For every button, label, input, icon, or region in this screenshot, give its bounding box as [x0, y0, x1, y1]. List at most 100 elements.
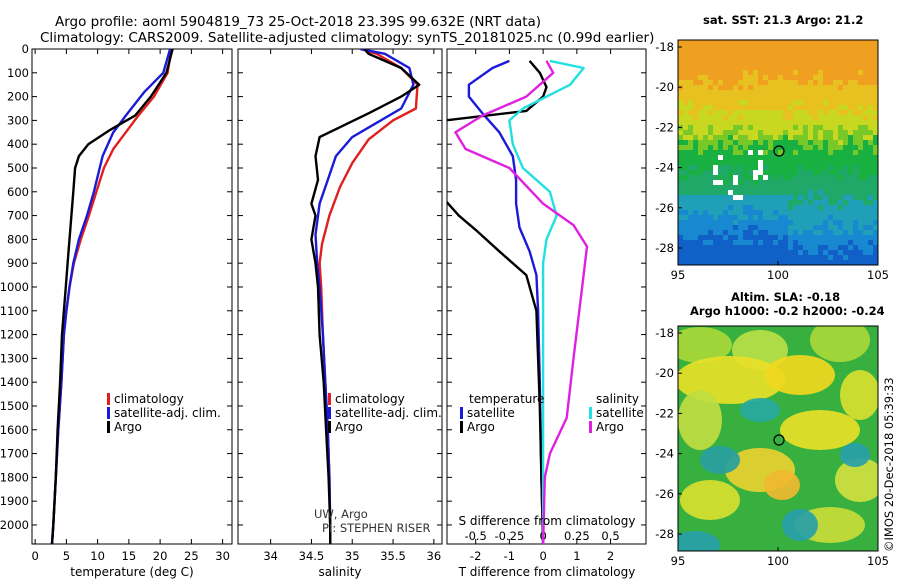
sst-cell	[788, 40, 794, 46]
sst-cell	[753, 45, 759, 51]
legend-title-salinity: salinity	[596, 392, 639, 406]
sst-cell	[713, 70, 719, 76]
sst-cell	[843, 115, 849, 121]
sst-cell	[778, 50, 784, 56]
sst-cell	[813, 135, 819, 141]
sst-cell	[863, 45, 869, 51]
sst-cell	[833, 225, 839, 231]
sst-cell	[823, 185, 829, 191]
sst-cell	[723, 95, 729, 101]
sst-cell	[798, 195, 804, 201]
sst-cell	[698, 200, 704, 206]
sst-cell	[848, 65, 854, 71]
sst-cell	[768, 135, 774, 141]
sst-cell	[723, 55, 729, 61]
sst-cell	[778, 40, 784, 46]
sst-cell	[818, 145, 824, 151]
legend-swatch-t-argo	[460, 421, 463, 433]
sst-cell	[788, 250, 794, 256]
series-group	[447, 59, 589, 544]
sst-cell	[708, 120, 714, 126]
sst-cell	[793, 70, 799, 76]
sst-cell	[858, 80, 864, 86]
sst-cell	[698, 100, 704, 106]
sst-cell	[783, 245, 789, 251]
sst-cell	[788, 115, 794, 121]
sst-cell	[848, 230, 854, 236]
sst-cell	[738, 220, 744, 226]
sst-cell	[688, 135, 694, 141]
sst-cell	[703, 165, 709, 171]
sst-cell	[783, 125, 789, 131]
sst-cell	[848, 75, 854, 81]
sst-cell	[843, 195, 849, 201]
sla-map-title-line2: Argo h1000: -0.2 h2000: -0.24	[690, 304, 885, 318]
sst-cell	[778, 235, 784, 241]
sst-cell	[703, 80, 709, 86]
x-tick-label: 0	[539, 549, 546, 563]
sst-cell	[813, 120, 819, 126]
sst-cell	[748, 70, 754, 76]
sst-cell	[788, 80, 794, 86]
sst-cell	[858, 40, 864, 46]
sst-cell	[873, 260, 878, 265]
sst-cell	[793, 40, 799, 46]
sst-cell	[773, 165, 779, 171]
sst-cell	[723, 45, 729, 51]
sst-cell	[758, 115, 764, 121]
sst-cell	[738, 260, 744, 265]
sst-cell	[838, 175, 844, 181]
sst-cell	[813, 160, 819, 166]
sst-cell	[728, 250, 734, 256]
sst-cell	[743, 70, 749, 76]
sst-cell	[818, 155, 824, 161]
map-x-tick-label: 105	[867, 268, 889, 282]
sst-cell	[693, 65, 699, 71]
sst-cell	[738, 120, 744, 126]
sst-cell	[863, 230, 869, 236]
sst-cell	[733, 80, 739, 86]
sst-cell	[723, 225, 729, 231]
sst-cell	[698, 145, 704, 151]
map-y-tick-label: -26	[655, 201, 674, 215]
sst-cell	[778, 105, 784, 111]
sst-cell	[773, 90, 779, 96]
sst-cell	[763, 150, 769, 156]
sst-cell	[818, 85, 824, 91]
sst-cell	[813, 225, 819, 231]
sst-cell	[843, 190, 849, 196]
sst-cell	[788, 160, 794, 166]
sst-cell	[743, 215, 749, 221]
sst-cell	[738, 255, 744, 261]
sst-cell	[793, 195, 799, 201]
sst-cell	[848, 140, 854, 146]
sst-cell	[803, 240, 809, 246]
sst-cell	[813, 230, 819, 236]
sst-cell	[858, 130, 864, 136]
sst-cell	[798, 185, 804, 191]
sst-cell	[708, 205, 714, 211]
sst-cell	[873, 65, 878, 71]
sst-cell	[718, 120, 724, 126]
sst-cell	[743, 85, 749, 91]
sst-cell	[818, 210, 824, 216]
sla-anomaly-blob	[740, 398, 780, 422]
sst-cell	[758, 185, 764, 191]
legend-swatch-satellite	[328, 407, 331, 419]
sst-cell	[858, 240, 864, 246]
sst-cell	[823, 190, 829, 196]
sst-cell	[868, 90, 874, 96]
sst-cell	[763, 195, 769, 201]
sst-cell	[728, 215, 734, 221]
sst-cell	[773, 155, 779, 161]
sst-cell	[843, 50, 849, 56]
sst-cell	[858, 75, 864, 81]
sst-cell	[813, 65, 819, 71]
sst-cell	[698, 40, 704, 46]
sst-cell	[698, 205, 704, 211]
sst-cell	[833, 55, 839, 61]
sst-cell	[873, 235, 878, 241]
sst-cell	[863, 115, 869, 121]
sst-cell	[688, 105, 694, 111]
